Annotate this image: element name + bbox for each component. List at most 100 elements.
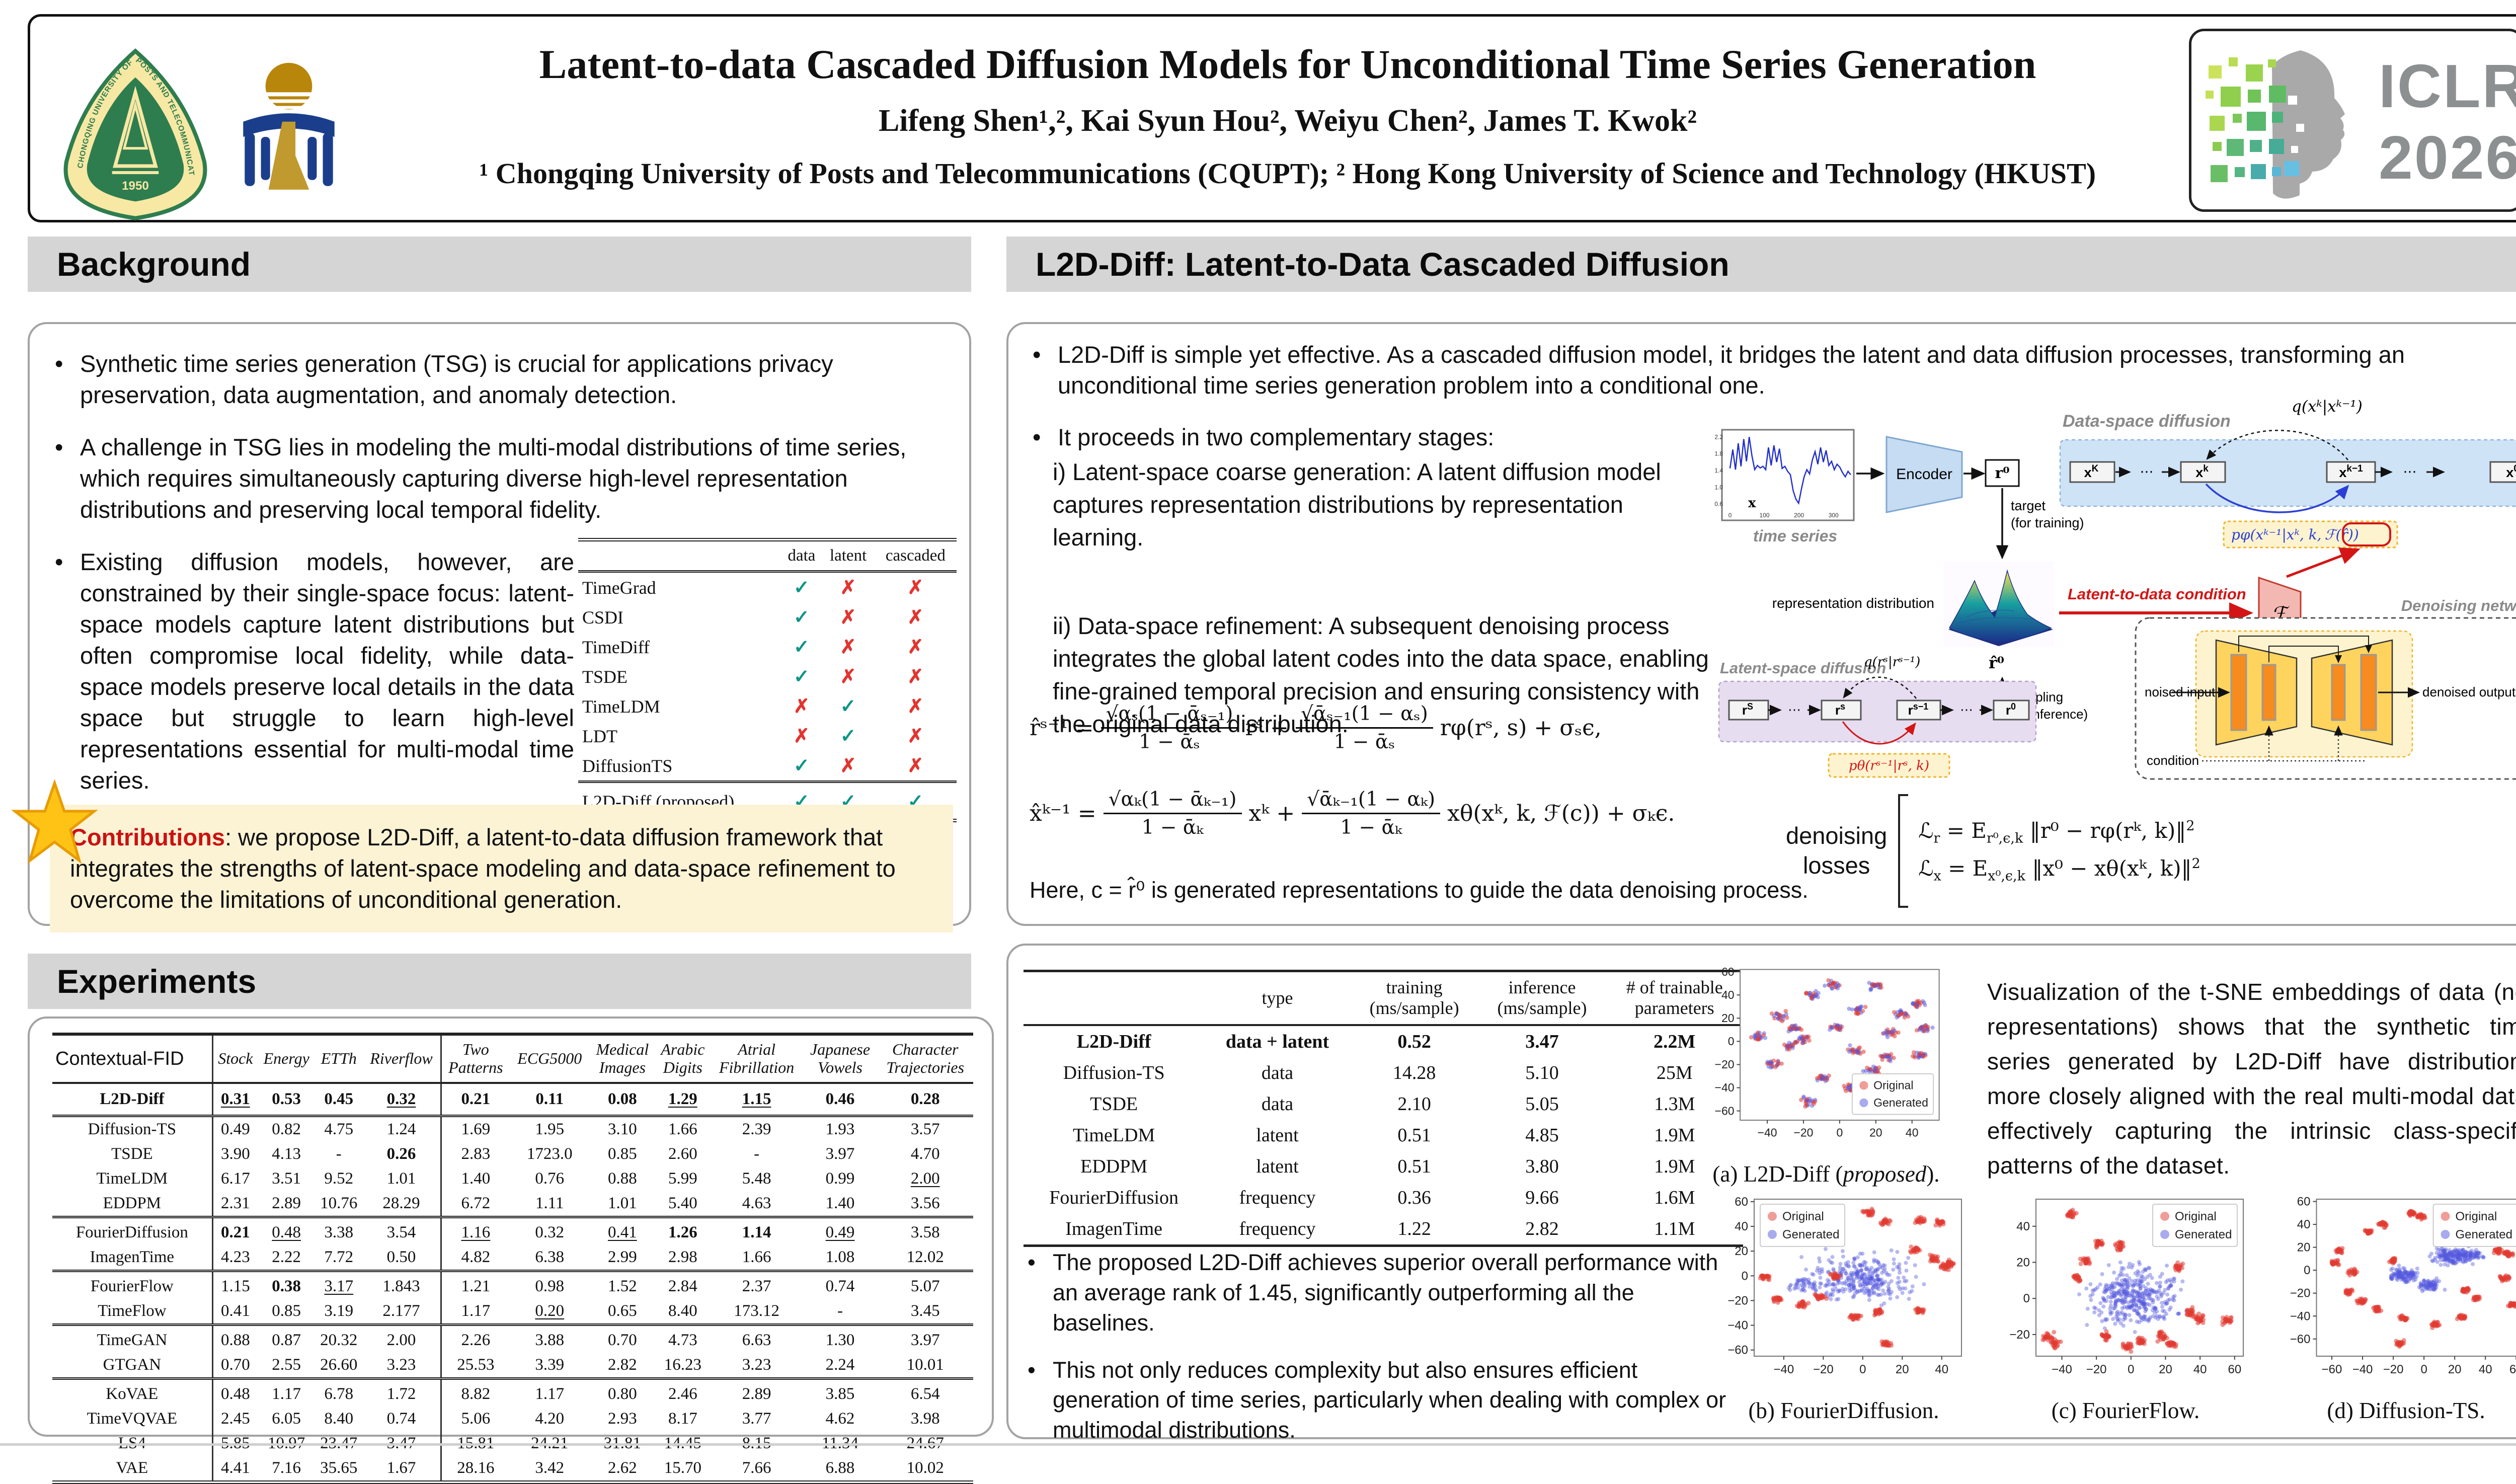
- denoised-output-label: denoised output: [2422, 684, 2516, 699]
- svg-text:⋯: ⋯: [1788, 702, 1801, 717]
- svg-text:0: 0: [2304, 1264, 2310, 1277]
- svg-text:40: 40: [1935, 1363, 1948, 1376]
- cross-icon: ✗: [840, 637, 856, 658]
- svg-text:Original: Original: [1782, 1210, 1824, 1223]
- plot-legend: Original Generated: [1852, 1074, 1933, 1115]
- svg-text:300: 300: [1829, 512, 1839, 519]
- loss-latent: ℒr = Er⁰,ϵ,k ‖r⁰ − rφ(rᵏ, k)‖2: [1918, 818, 2200, 846]
- denoising-losses: denoising losses ℒr = Er⁰,ϵ,k ‖r⁰ − rφ(r…: [1786, 793, 2516, 909]
- svg-text:Generated: Generated: [1782, 1228, 1839, 1241]
- page-bottom-rule: [0, 1443, 2516, 1446]
- loss-data: ℒx = Ex⁰,ϵ,k ‖x⁰ − xθ(xᵏ, k)‖2: [1918, 856, 2200, 884]
- svg-text:−20: −20: [2086, 1363, 2107, 1376]
- svg-text:40: 40: [2297, 1218, 2311, 1231]
- svg-text:Generated: Generated: [1873, 1096, 1928, 1109]
- svg-text:−60: −60: [2290, 1333, 2311, 1346]
- table-row: CSDI✓✗✗: [578, 602, 957, 632]
- x-series-label: x: [1748, 496, 1756, 511]
- data-space-band: [2060, 440, 2516, 506]
- svg-text:−20: −20: [1715, 1058, 1735, 1071]
- svg-text:−60: −60: [2322, 1363, 2342, 1376]
- svg-text:−40: −40: [2052, 1363, 2072, 1376]
- svg-text:−40: −40: [1758, 1126, 1777, 1139]
- background-card: Synthetic time series generation (TSG) i…: [28, 322, 971, 926]
- equation-note: Here, c = r̂⁰ is generated representatio…: [1030, 877, 1910, 903]
- svg-text:−20: −20: [1793, 1126, 1813, 1139]
- svg-text:pθ(rˢ⁻¹|rˢ, k): pθ(rˢ⁻¹|rˢ, k): [1849, 758, 1929, 773]
- svg-text:60: 60: [1735, 1195, 1748, 1209]
- check-icon: ✓: [794, 577, 810, 598]
- cross-icon: ✗: [907, 666, 923, 687]
- svg-text:20: 20: [2159, 1363, 2172, 1376]
- svg-text:−40: −40: [1727, 1319, 1748, 1333]
- caption-plot-b: (b) FourierDiffusion.: [1715, 1397, 1972, 1424]
- condition-label: condition: [2147, 753, 2199, 768]
- section-header-method: L2D-Diff: Latent-to-Data Cascaded Diffus…: [1006, 237, 2516, 292]
- svg-text:0: 0: [2023, 1292, 2030, 1305]
- denoising-network: noised input denoised output condition: [2136, 618, 2516, 779]
- representation-distribution-label: representation distribution: [1772, 595, 1934, 611]
- cross-icon: ✗: [840, 607, 856, 628]
- svg-text:0: 0: [1728, 1035, 1735, 1048]
- svg-text:1.4: 1.4: [1714, 467, 1723, 474]
- svg-text:0: 0: [2128, 1363, 2134, 1376]
- svg-text:−40: −40: [2352, 1363, 2373, 1376]
- cross-icon: ✗: [907, 755, 923, 776]
- header-card: CHONGQING UNIVERSITY OF POSTS AND TELECO…: [28, 14, 2516, 222]
- svg-text:20: 20: [2297, 1241, 2311, 1255]
- experiments-bullet-2: This not only reduces complexity but als…: [1024, 1355, 1728, 1446]
- svg-text:−40: −40: [1715, 1081, 1735, 1094]
- table-row: TSDE✓✗✗: [578, 662, 957, 691]
- iclr-logo: ICLR 2026: [2189, 29, 2516, 212]
- denoising-losses-label: denoising losses: [1786, 821, 1887, 881]
- svg-text:0: 0: [1728, 512, 1732, 519]
- section-header-background: Background: [28, 237, 971, 292]
- svg-text:0: 0: [1742, 1269, 1748, 1283]
- target-label-2: (for training): [2011, 515, 2084, 530]
- svg-text:100: 100: [1760, 512, 1770, 519]
- svg-text:Original: Original: [2456, 1210, 2497, 1223]
- cross-icon: ✗: [907, 726, 923, 747]
- target-label-1: target: [2011, 498, 2046, 513]
- check-icon: ✓: [794, 666, 810, 687]
- svg-text:0: 0: [2420, 1363, 2427, 1376]
- svg-text:Generated: Generated: [2175, 1228, 2232, 1241]
- svg-text:−20: −20: [1727, 1294, 1748, 1307]
- svg-text:200: 200: [1794, 512, 1804, 519]
- check-icon: ✓: [794, 755, 810, 776]
- table-row: TimeLDM✗✓✗: [578, 691, 957, 721]
- check-icon: ✓: [840, 696, 856, 717]
- data-space-label: Data-space diffusion: [2063, 412, 2231, 431]
- svg-text:Generated: Generated: [2456, 1228, 2512, 1241]
- cross-icon: ✗: [840, 666, 856, 687]
- svg-text:40: 40: [2479, 1363, 2492, 1376]
- svg-text:40: 40: [1735, 1220, 1748, 1233]
- iclr-wordmark: ICLR: [2379, 50, 2516, 123]
- check-icon: ✓: [794, 607, 810, 628]
- svg-text:20: 20: [2448, 1363, 2462, 1376]
- svg-text:20: 20: [1869, 1126, 1882, 1139]
- svg-text:Original: Original: [1873, 1079, 1913, 1092]
- cross-icon: ✗: [907, 607, 923, 628]
- latent-space-label: Latent-space diffusion: [1720, 659, 1886, 677]
- pphi-box: pφ(xᵏ⁻¹|xᵏ, k,ℱ(r̂)): [2224, 521, 2397, 548]
- table-row: TimeGrad✓✗✗: [578, 572, 957, 603]
- svg-text:60: 60: [2228, 1363, 2241, 1376]
